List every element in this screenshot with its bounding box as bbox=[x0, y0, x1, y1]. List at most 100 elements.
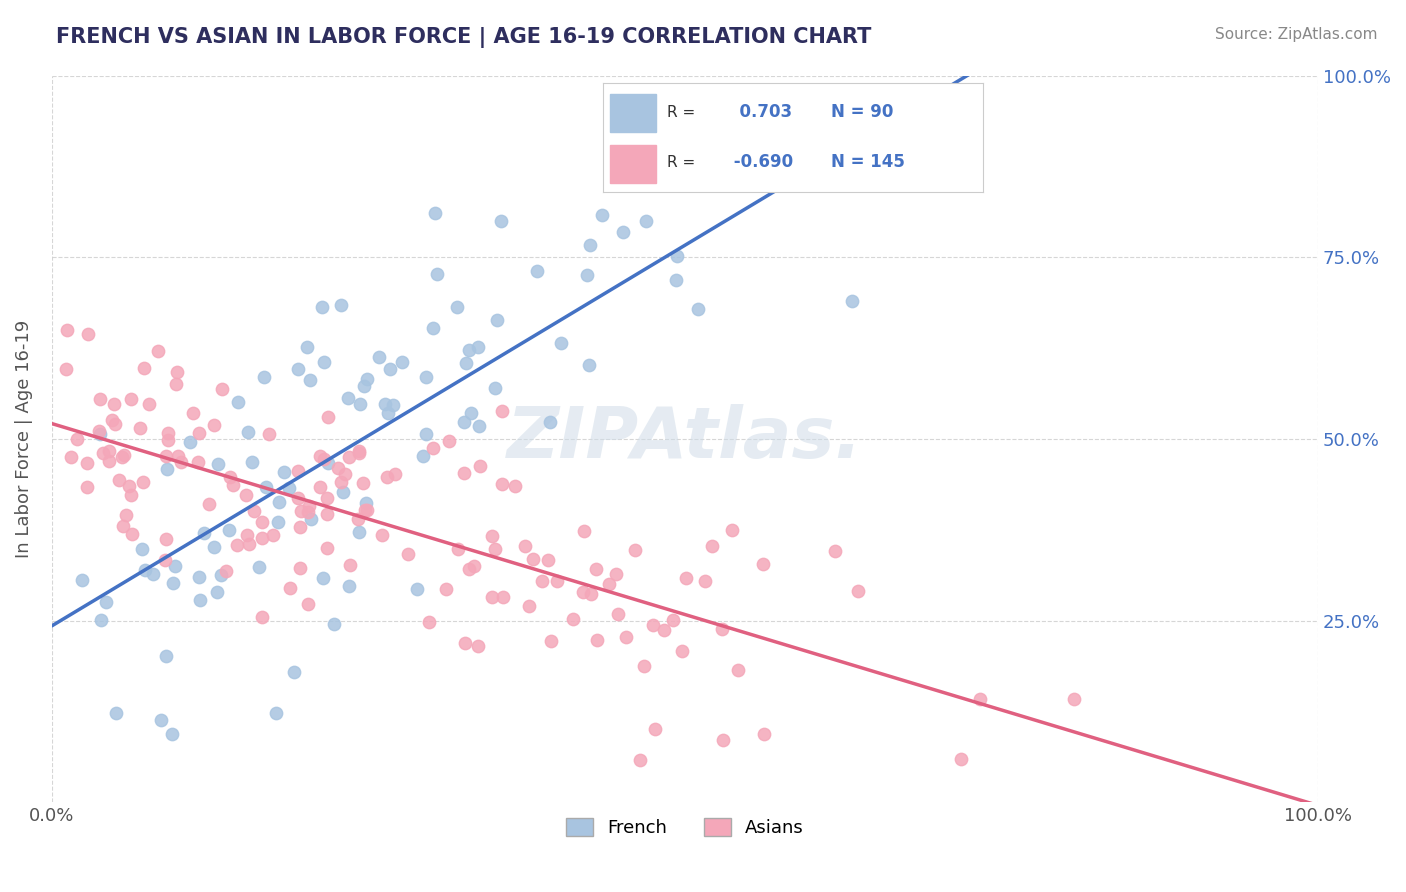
Point bbox=[550, 336, 572, 351]
Point bbox=[467, 639, 489, 653]
Point bbox=[60, 450, 83, 464]
Point bbox=[316, 508, 339, 522]
Point bbox=[641, 618, 664, 632]
Point bbox=[439, 434, 461, 448]
Point bbox=[335, 467, 357, 482]
Point bbox=[267, 495, 290, 509]
Point bbox=[112, 448, 135, 462]
Point bbox=[633, 658, 655, 673]
Point bbox=[134, 563, 156, 577]
Point bbox=[398, 547, 420, 561]
Point bbox=[463, 559, 485, 574]
Point bbox=[287, 491, 309, 505]
Point bbox=[111, 450, 134, 464]
Point bbox=[422, 320, 444, 334]
Point bbox=[117, 479, 139, 493]
Point bbox=[489, 214, 512, 228]
Point bbox=[202, 540, 225, 554]
Point bbox=[312, 571, 335, 585]
Point bbox=[702, 540, 724, 554]
Text: FRENCH VS ASIAN IN LABOR FORCE | AGE 16-19 CORRELATION CHART: FRENCH VS ASIAN IN LABOR FORCE | AGE 16-… bbox=[56, 27, 872, 48]
Point bbox=[316, 541, 339, 555]
Point bbox=[297, 597, 319, 611]
Point bbox=[347, 446, 370, 460]
Y-axis label: In Labor Force | Age 16-19: In Labor Force | Age 16-19 bbox=[15, 319, 32, 558]
Point bbox=[337, 579, 360, 593]
Legend: French, Asians: French, Asians bbox=[558, 810, 811, 844]
Point bbox=[290, 504, 312, 518]
Point bbox=[242, 455, 264, 469]
Point bbox=[537, 553, 560, 567]
Point bbox=[76, 456, 98, 470]
Text: ZIPAtlas.: ZIPAtlas. bbox=[508, 404, 863, 474]
Point bbox=[149, 714, 172, 728]
Point bbox=[120, 487, 142, 501]
Point bbox=[287, 361, 309, 376]
Point bbox=[456, 356, 478, 370]
Point bbox=[353, 379, 375, 393]
Point bbox=[108, 474, 131, 488]
Point bbox=[326, 461, 349, 475]
Point bbox=[250, 610, 273, 624]
Point bbox=[377, 407, 399, 421]
Point bbox=[356, 503, 378, 517]
Point bbox=[412, 449, 434, 463]
Point bbox=[339, 558, 361, 572]
Point bbox=[87, 424, 110, 438]
Point bbox=[546, 574, 568, 589]
Point bbox=[824, 544, 846, 558]
Point bbox=[349, 397, 371, 411]
Point bbox=[301, 511, 323, 525]
Point bbox=[337, 392, 360, 406]
Point bbox=[661, 613, 683, 627]
Point bbox=[323, 616, 346, 631]
Point bbox=[262, 527, 284, 541]
Point bbox=[349, 443, 371, 458]
Point bbox=[332, 485, 354, 500]
Point bbox=[236, 425, 259, 439]
Point bbox=[134, 361, 156, 376]
Point bbox=[453, 466, 475, 480]
Point bbox=[368, 350, 391, 364]
Point bbox=[628, 753, 651, 767]
Point bbox=[710, 622, 733, 636]
Point bbox=[250, 516, 273, 530]
Point bbox=[297, 505, 319, 519]
Point bbox=[288, 520, 311, 534]
Point bbox=[226, 394, 249, 409]
Point bbox=[215, 565, 238, 579]
Point bbox=[146, 344, 169, 359]
Point bbox=[517, 599, 540, 613]
Point bbox=[481, 590, 503, 604]
Point bbox=[311, 300, 333, 314]
Point bbox=[316, 410, 339, 425]
Point bbox=[727, 663, 749, 677]
Point bbox=[70, 573, 93, 587]
Point bbox=[155, 450, 177, 464]
Point bbox=[522, 552, 544, 566]
Point bbox=[425, 206, 447, 220]
Text: Source: ZipAtlas.com: Source: ZipAtlas.com bbox=[1215, 27, 1378, 42]
Point bbox=[202, 418, 225, 433]
Point bbox=[623, 542, 645, 557]
Point bbox=[538, 415, 561, 429]
Point bbox=[188, 570, 211, 584]
Point bbox=[138, 396, 160, 410]
Point bbox=[298, 499, 321, 513]
Point bbox=[153, 553, 176, 567]
Point bbox=[572, 585, 595, 599]
Point bbox=[254, 480, 277, 494]
Point bbox=[754, 727, 776, 741]
Point bbox=[356, 372, 378, 386]
Point bbox=[218, 470, 240, 484]
Point bbox=[415, 369, 437, 384]
Point bbox=[314, 451, 336, 466]
Point bbox=[513, 539, 536, 553]
Point bbox=[309, 480, 332, 494]
Point bbox=[586, 632, 609, 647]
Point bbox=[288, 561, 311, 575]
Point bbox=[287, 464, 309, 478]
Point bbox=[142, 567, 165, 582]
Point bbox=[329, 475, 352, 489]
Point bbox=[278, 581, 301, 595]
